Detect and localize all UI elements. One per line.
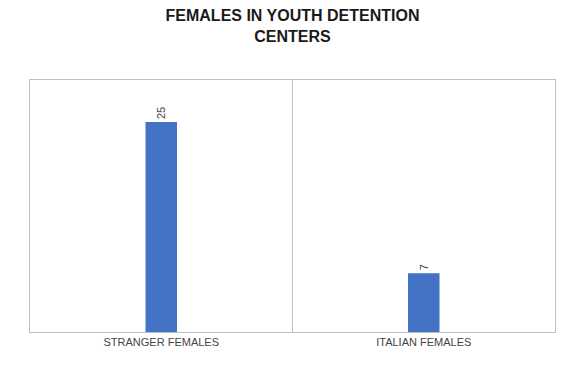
svg-text:STRANGER FEMALES: STRANGER FEMALES — [103, 336, 219, 348]
svg-text:FEMALES IN YOUTH DETENTIONCENT: FEMALES IN YOUTH DETENTIONCENTERS — [166, 7, 420, 45]
svg-text:ITALIAN FEMALES: ITALIAN FEMALES — [376, 336, 471, 348]
svg-text:7: 7 — [418, 264, 430, 270]
svg-text:25: 25 — [155, 107, 167, 119]
